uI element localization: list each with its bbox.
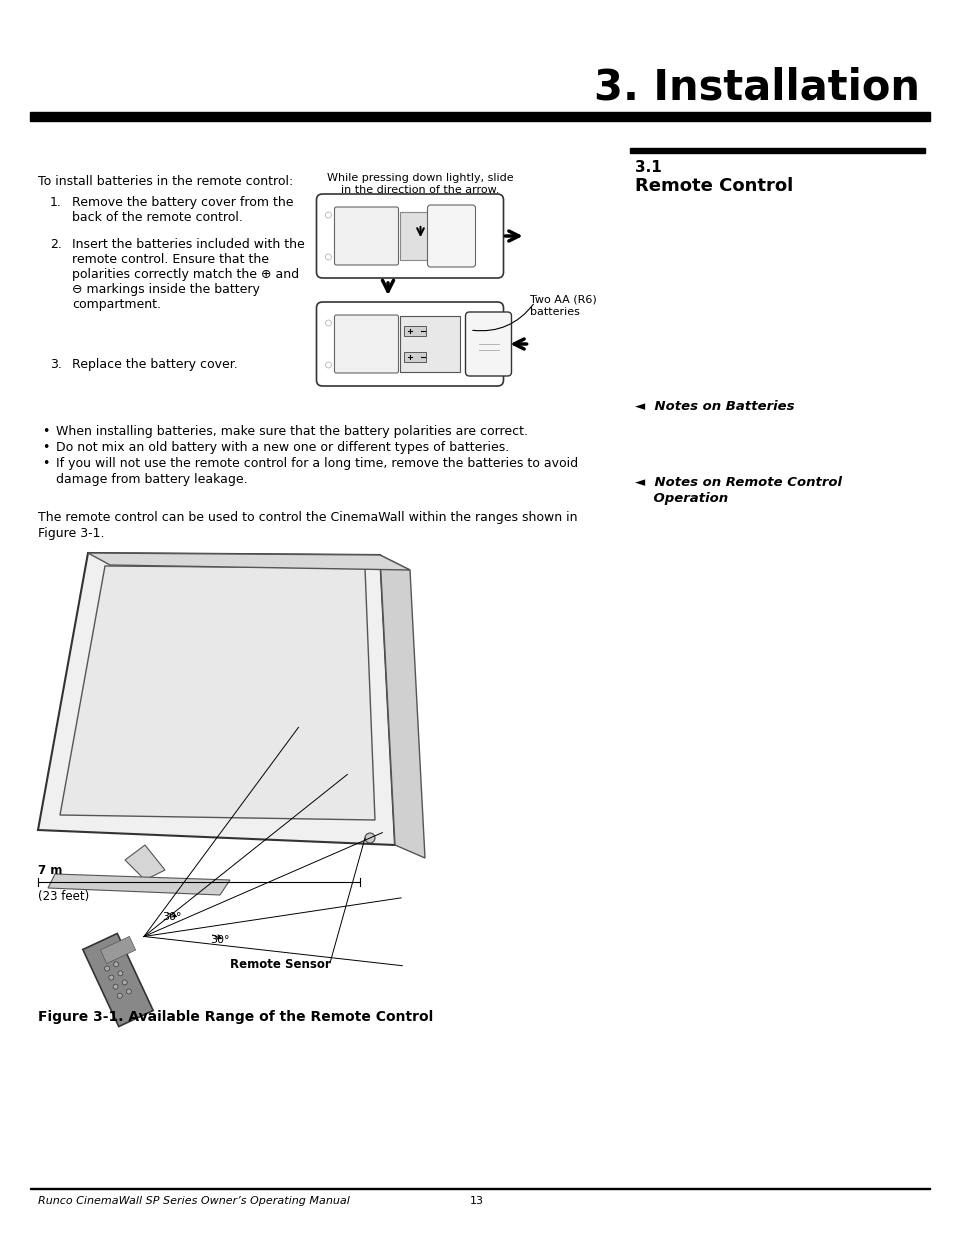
Text: Two AA (R6)
batteries: Two AA (R6) batteries — [530, 295, 597, 316]
Circle shape — [325, 362, 331, 368]
Polygon shape — [125, 845, 165, 881]
Circle shape — [325, 254, 331, 261]
FancyBboxPatch shape — [427, 205, 475, 267]
Polygon shape — [60, 566, 375, 820]
Bar — [404, 326, 426, 336]
Circle shape — [325, 212, 331, 219]
Text: 2.: 2. — [50, 238, 62, 251]
Bar — [30, 112, 929, 121]
Text: While pressing down lightly, slide
in the direction of the arrow.: While pressing down lightly, slide in th… — [326, 173, 513, 195]
Circle shape — [109, 976, 113, 981]
Text: damage from battery leakage.: damage from battery leakage. — [56, 473, 248, 487]
Circle shape — [118, 971, 123, 976]
Text: 7 m: 7 m — [38, 864, 62, 877]
Text: Remote Sensor: Remote Sensor — [230, 958, 330, 971]
Text: 1.: 1. — [50, 196, 62, 209]
Text: Insert the batteries included with the
remote control. Ensure that the
polaritie: Insert the batteries included with the r… — [71, 238, 304, 311]
Text: 13: 13 — [470, 1195, 483, 1207]
Bar — [400, 316, 460, 372]
Circle shape — [122, 979, 127, 986]
Bar — [629, 148, 924, 153]
Circle shape — [113, 984, 118, 989]
Text: 30°: 30° — [162, 911, 181, 923]
Text: 3. Installation: 3. Installation — [594, 65, 919, 107]
Text: Replace the battery cover.: Replace the battery cover. — [71, 358, 237, 370]
Circle shape — [105, 966, 110, 971]
Text: When installing batteries, make sure that the battery polarities are correct.: When installing batteries, make sure tha… — [56, 425, 527, 438]
FancyBboxPatch shape — [335, 207, 398, 266]
Text: Operation: Operation — [635, 492, 727, 505]
Polygon shape — [88, 553, 410, 571]
Text: (23 feet): (23 feet) — [38, 890, 90, 903]
FancyBboxPatch shape — [316, 194, 503, 278]
Text: Figure 3-1. Available Range of the Remote Control: Figure 3-1. Available Range of the Remot… — [38, 1010, 433, 1024]
Polygon shape — [379, 555, 424, 858]
Text: •: • — [42, 425, 50, 438]
Text: •: • — [42, 441, 50, 454]
Polygon shape — [100, 936, 135, 963]
FancyBboxPatch shape — [465, 312, 511, 375]
Text: Remote Control: Remote Control — [635, 177, 792, 195]
Circle shape — [117, 993, 122, 998]
Circle shape — [325, 320, 331, 326]
Text: •: • — [42, 457, 50, 471]
Text: If you will not use the remote control for a long time, remove the batteries to : If you will not use the remote control f… — [56, 457, 578, 471]
Circle shape — [365, 832, 375, 844]
Polygon shape — [83, 934, 153, 1026]
Polygon shape — [48, 874, 230, 895]
Text: ◄  Notes on Batteries: ◄ Notes on Batteries — [635, 400, 794, 412]
Circle shape — [126, 989, 132, 994]
Text: 30°: 30° — [210, 935, 230, 945]
Text: Figure 3-1.: Figure 3-1. — [38, 527, 105, 540]
Text: Runco CinemaWall SP Series Owner’s Operating Manual: Runco CinemaWall SP Series Owner’s Opera… — [38, 1195, 350, 1207]
Text: Remove the battery cover from the
back of the remote control.: Remove the battery cover from the back o… — [71, 196, 294, 224]
Text: 3.1: 3.1 — [635, 161, 661, 175]
Text: To install batteries in the remote control:: To install batteries in the remote contr… — [38, 175, 293, 188]
Text: Do not mix an old battery with a new one or different types of batteries.: Do not mix an old battery with a new one… — [56, 441, 509, 454]
FancyBboxPatch shape — [335, 315, 398, 373]
Text: 3.: 3. — [50, 358, 62, 370]
Text: ◄  Notes on Remote Control: ◄ Notes on Remote Control — [635, 475, 841, 489]
FancyBboxPatch shape — [316, 303, 503, 387]
Bar — [404, 352, 426, 362]
Circle shape — [113, 962, 118, 967]
Polygon shape — [38, 553, 395, 845]
Text: The remote control can be used to control the CinemaWall within the ranges shown: The remote control can be used to contro… — [38, 511, 577, 524]
Bar — [400, 212, 428, 261]
